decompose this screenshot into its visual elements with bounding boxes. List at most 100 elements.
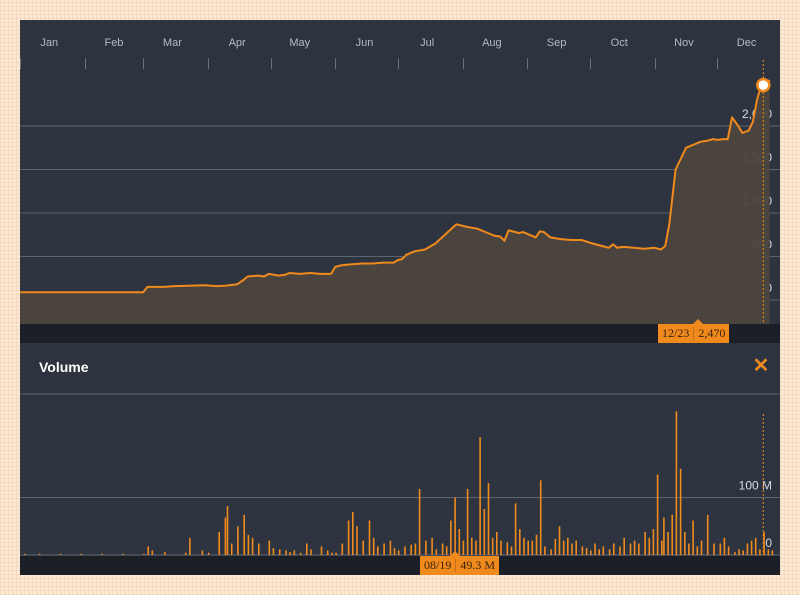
volume-bar [623,537,625,556]
price-highlight-point [756,77,771,93]
volume-bar [471,537,473,556]
volume-bar [151,550,154,555]
volume-bar [671,514,673,556]
volume-bar [389,540,392,555]
chart-panel: Jan Feb Mar Apr May Jun Jul Aug Sep Oct Nov Dec 050… [20,20,780,575]
close-volume-button[interactable]: ✕ [750,353,772,379]
volume-bar [496,532,498,555]
volume-title: Volume [39,359,89,375]
price-chart[interactable]: 05001,0001,5002,000 [20,20,780,325]
volume-bar [368,520,371,555]
volume-bar [341,543,344,555]
volume-bar [207,552,210,555]
volume-bar [164,552,166,555]
volume-bar [539,480,542,556]
volume-bar [750,540,753,555]
volume-bar [679,468,682,556]
volume-crosshair-strip [20,556,780,575]
volume-bar [742,550,744,555]
volume-bar [475,540,477,555]
volume-bar [418,488,421,555]
volume-bar [425,540,427,555]
volume-bar [435,549,438,556]
volume-bar [544,546,546,555]
volume-bar [675,411,678,556]
volume-bar [713,543,715,555]
volume-crosshair-badge: 08/19 49.3 M [420,556,500,575]
volume-bar [661,540,663,555]
volume-bar [143,553,145,555]
volume-bar [462,540,465,555]
volume-bar [619,546,621,555]
volume-bar [243,514,245,556]
volume-bar [258,543,260,555]
volume-bar [431,537,433,556]
volume-bar [667,532,669,555]
month-label: Nov [674,37,694,49]
volume-bar [224,517,227,555]
month-label: Sep [546,37,567,49]
volume-bar [372,537,375,556]
price-badge-pointer [693,319,703,324]
volume-bar [633,540,636,555]
volume-bar [147,546,149,555]
volume-bar [506,542,509,555]
volume-chart[interactable]: 0 100 M [20,342,780,575]
volume-bar [531,540,534,555]
volume-bar [771,550,774,555]
volume-bar [410,544,412,555]
volume-bar [320,546,323,555]
volume-badge-date: 08/19 [424,558,452,572]
month-label: Jun [355,37,374,49]
month-label: Dec [736,37,757,49]
volume-bar [558,526,561,555]
volume-bar [585,548,588,555]
price-crosshair-badge: 12/23 2,470 [658,324,730,343]
volume-bar [571,543,573,555]
volume-badge-value: 49.3 M [460,558,496,572]
volume-bar [688,543,690,555]
volume-bar [414,543,417,555]
volume-bar [767,549,770,556]
volume-bar [613,543,615,555]
volume-badge-pointer [450,551,460,556]
price-crosshair-strip [20,324,780,343]
volume-bar [754,537,757,556]
month-tick [527,58,529,69]
volume-bar [719,543,722,555]
volume-bar [483,509,486,555]
month-label: Jan [40,37,59,49]
volume-bar [738,549,740,556]
volume-bar [567,537,569,556]
volume-bar [700,540,703,555]
volume-bar [101,553,103,555]
volume-bar [608,549,611,556]
volume-bar [734,552,736,555]
volume-header: Volume ✕ [20,343,780,393]
volume-bar [347,520,350,555]
volume-bar [397,550,400,555]
month-tick [84,58,86,69]
volume-bar [293,550,296,555]
volume-bar [554,538,557,555]
volume-bar [663,517,665,555]
volume-bar [581,546,584,555]
volume-y-tick-label: 0 [765,536,772,550]
month-label: May [289,37,311,49]
volume-bar [331,552,333,555]
price-badge-value: 2,470 [698,326,726,340]
volume-bar [562,540,565,555]
volume-bar [652,529,655,555]
volume-bar [514,503,517,555]
volume-bar [218,532,220,555]
month-tick [462,58,464,69]
month-label: Jul [420,37,435,49]
volume-bar [550,549,552,556]
volume-bar [487,483,490,555]
volume-bar [184,552,187,555]
volume-bar [510,546,513,555]
volume-badge-divider [455,559,457,572]
volume-bar [692,520,694,555]
volume-bar [479,437,481,555]
volume-bar [251,537,254,556]
